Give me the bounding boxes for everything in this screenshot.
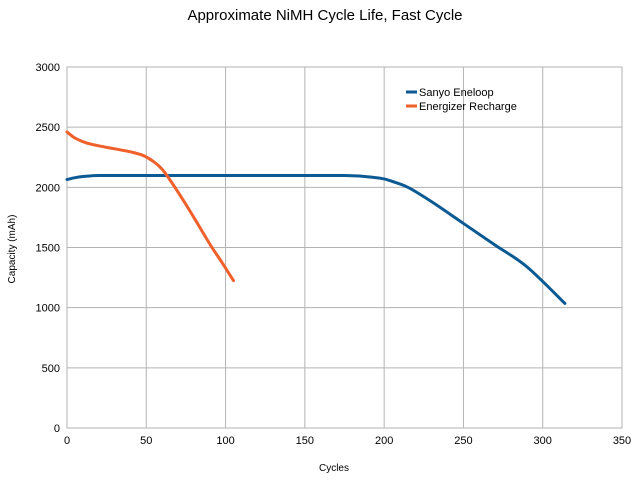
x-tick-label: 100 bbox=[216, 435, 234, 447]
series-layer bbox=[65, 130, 567, 305]
y-axis-title: Capacity (mAh) bbox=[7, 215, 18, 284]
series-line-sanyo-eneloop bbox=[65, 173, 567, 305]
x-tick-label: 350 bbox=[613, 435, 631, 447]
legend-label: Energizer Recharge bbox=[419, 101, 517, 113]
x-tick-label: 250 bbox=[454, 435, 472, 447]
plot-frame bbox=[66, 66, 623, 429]
y-tick-label: 3000 bbox=[36, 62, 60, 74]
chart-title: Approximate NiMH Cycle Life, Fast Cycle bbox=[187, 7, 462, 24]
series-line-energizer-recharge bbox=[65, 130, 235, 283]
legend-label: Sanyo Eneloop bbox=[419, 87, 494, 99]
y-tick-label: 1500 bbox=[36, 243, 60, 255]
grid bbox=[66, 66, 623, 429]
axes: 0 500 1000 1500 2000 2500 3000 0 50 100 150 200 250 3… bbox=[36, 62, 632, 447]
y-tick-label: 2000 bbox=[36, 182, 60, 194]
y-tick-label: 500 bbox=[42, 363, 60, 375]
x-tick-label: 150 bbox=[296, 435, 314, 447]
y-tick-label: 2500 bbox=[36, 122, 60, 134]
legend: Sanyo Eneloop Energizer Recharge bbox=[406, 87, 517, 113]
x-tick-label: 200 bbox=[375, 435, 393, 447]
x-tick-label: 0 bbox=[64, 435, 70, 447]
x-tick-label: 300 bbox=[534, 435, 552, 447]
x-tick-label: 50 bbox=[140, 435, 152, 447]
y-tick-label: 0 bbox=[54, 423, 60, 435]
x-axis-title: Cycles bbox=[319, 463, 349, 474]
y-tick-label: 1000 bbox=[36, 303, 60, 315]
